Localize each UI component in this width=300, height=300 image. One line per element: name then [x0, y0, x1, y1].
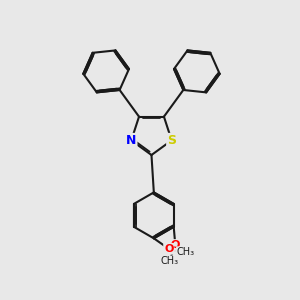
Text: S: S	[167, 134, 176, 147]
Text: O: O	[164, 244, 173, 254]
Text: N: N	[126, 134, 136, 147]
Text: CH₃: CH₃	[160, 256, 178, 266]
Text: O: O	[171, 240, 180, 250]
Text: CH₃: CH₃	[176, 247, 195, 257]
